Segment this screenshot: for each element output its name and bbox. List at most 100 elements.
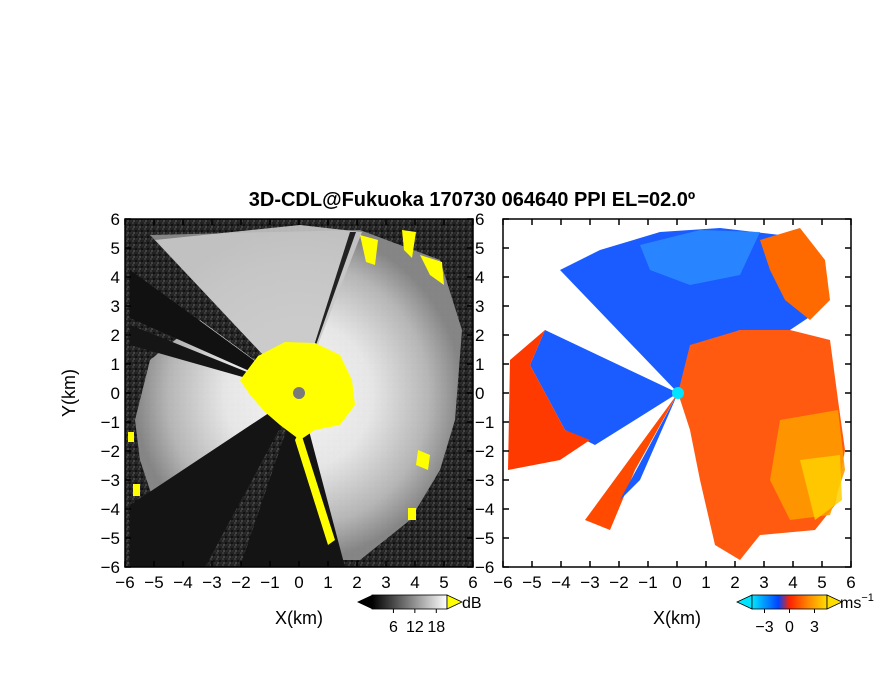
velocity-x-axis-title: X(km) — [653, 608, 701, 628]
x-tick-label: −6 — [493, 573, 512, 592]
velocity-colorbar-unit-exponent: −1 — [861, 592, 874, 604]
x-tick-label: −6 — [115, 573, 134, 592]
y-tick-label-right: 6 — [475, 210, 484, 229]
x-tick-label: −1 — [638, 573, 657, 592]
reflectivity-colorbar-ramp — [371, 594, 448, 610]
x-tick-label: 2 — [352, 573, 361, 592]
x-tick-label: −3 — [580, 573, 599, 592]
y-tick-label-right: 1 — [475, 355, 484, 374]
velocity-outbound-edge — [800, 455, 842, 520]
x-tick-label: −4 — [173, 573, 192, 592]
x-tick-label: 2 — [730, 573, 739, 592]
velocity-colorbar-left-arrow — [736, 594, 753, 610]
y-tick-label: 5 — [111, 239, 120, 258]
y-tick-label-right: −6 — [475, 558, 494, 577]
chart-title: 3D-CDL@Fukuoka 170730 064640 PPI EL=02.0… — [249, 189, 695, 211]
x-tick-label: 0 — [294, 573, 303, 592]
x-tick-label: 3 — [381, 573, 390, 592]
velocity-west-inbound — [530, 330, 678, 445]
velocity-outbound-northeast — [760, 228, 830, 320]
colorbar-tick-label: 0 — [785, 619, 794, 636]
y-tick-label: 0 — [111, 384, 120, 403]
reflectivity-yellow-patch-3 — [420, 255, 444, 285]
reflectivity-panel — [124, 218, 474, 568]
y-tick-label: 1 — [111, 355, 120, 374]
velocity-west-outbound — [508, 330, 590, 470]
x-tick-label: −2 — [231, 573, 250, 592]
reflectivity-y-axis-title: Y(km) — [59, 369, 79, 417]
x-tick-label: −5 — [144, 573, 163, 592]
x-tick-label: 5 — [439, 573, 448, 592]
colorbar-tick-label: −3 — [755, 619, 773, 636]
y-tick-label-right: −3 — [475, 471, 494, 490]
y-tick-label-right: 4 — [475, 268, 484, 287]
reflectivity-colorbar-right-arrow — [446, 594, 463, 610]
x-tick-label: 5 — [817, 573, 826, 592]
colorbar-tick-label: 12 — [406, 619, 424, 636]
reflectivity-colorbar-left-arrow — [357, 595, 372, 609]
reflectivity-beam-block-4 — [240, 393, 345, 567]
reflectivity-yellow-streak — [295, 430, 335, 545]
velocity-panel — [502, 218, 852, 568]
x-tick-label: 1 — [701, 573, 710, 592]
y-tick-label: −3 — [101, 471, 120, 490]
y-tick-label-right: −1 — [475, 413, 494, 432]
x-tick-label: −5 — [522, 573, 541, 592]
colorbar-tick-label: 18 — [427, 619, 445, 636]
velocity-colorbar-ticks: −3 0 3 — [755, 609, 819, 636]
velocity-colorbar-ramp — [751, 594, 828, 610]
reflectivity-radar-origin — [293, 387, 305, 399]
x-tick-label: 3 — [759, 573, 768, 592]
velocity-axes: −6 −5 −4 −3 −2 −1 0 1 2 3 4 5 6 — [493, 218, 856, 592]
reflectivity-yellow-patch-7 — [408, 508, 416, 520]
reflectivity-yellow-patch-6 — [133, 484, 140, 496]
reflectivity-colorbar-ticks: 6 12 18 — [389, 609, 445, 636]
reflectivity-axes: −6 −5 −4 −3 −2 −1 0 1 2 3 4 5 6−6 −6−5 −5−4 −4−3 −3−2 −2−… — [101, 210, 495, 592]
y-tick-label: −5 — [101, 529, 120, 548]
reflectivity-x-axis-title: X(km) — [275, 608, 323, 628]
reflectivity-yellow-patch-1 — [360, 235, 378, 265]
y-tick-label: −2 — [101, 442, 120, 461]
reflectivity-colorbar-unit: dB — [462, 595, 482, 612]
velocity-colorbar-unit: ms−1 — [840, 592, 874, 612]
x-tick-label: −4 — [551, 573, 570, 592]
reflectivity-yellow-patch-2 — [402, 230, 416, 258]
velocity-colorbar-right-arrow — [826, 594, 843, 610]
y-tick-label: −4 — [101, 500, 120, 519]
y-tick-label-right: 0 — [475, 384, 484, 403]
reflectivity-beam-block-3 — [130, 393, 299, 567]
y-tick-label: 3 — [111, 297, 120, 316]
x-tick-label: −2 — [609, 573, 628, 592]
x-tick-label: 6 — [468, 573, 477, 592]
reflectivity-colorbar: 6 12 18 dB — [357, 594, 482, 636]
y-tick-label-right: 2 — [475, 326, 484, 345]
y-tick-label-right: −5 — [475, 529, 494, 548]
reflectivity-yellow-patch-5 — [128, 432, 134, 442]
reflectivity-yellow-patch-4 — [416, 450, 430, 470]
x-tick-label: 4 — [410, 573, 419, 592]
y-tick-label: −1 — [101, 413, 120, 432]
velocity-colorbar-unit-base: ms — [840, 595, 861, 612]
x-tick-label: −3 — [202, 573, 221, 592]
y-tick-label-right: 3 — [475, 297, 484, 316]
velocity-inbound-north — [560, 228, 820, 393]
x-tick-label: 0 — [672, 573, 681, 592]
velocity-colorbar: −3 0 3 ms−1 — [736, 592, 874, 636]
colorbar-tick-label: 3 — [810, 619, 819, 636]
y-tick-label-right: −4 — [475, 500, 494, 519]
y-tick-label: 4 — [111, 268, 120, 287]
velocity-inbound-north-light — [640, 230, 760, 285]
x-tick-label: 6 — [846, 573, 855, 592]
colorbar-tick-label: 6 — [389, 619, 398, 636]
velocity-radar-origin — [672, 387, 684, 399]
y-tick-label-right: −2 — [475, 442, 494, 461]
velocity-south-beam — [620, 393, 678, 500]
x-tick-label: 1 — [323, 573, 332, 592]
y-tick-label-right: 5 — [475, 239, 484, 258]
velocity-southwest-beam — [585, 393, 678, 530]
x-tick-label: 4 — [788, 573, 797, 592]
reflectivity-echo-region — [135, 230, 462, 560]
y-tick-label: 6 — [111, 210, 120, 229]
y-tick-label: −6 — [101, 558, 120, 577]
